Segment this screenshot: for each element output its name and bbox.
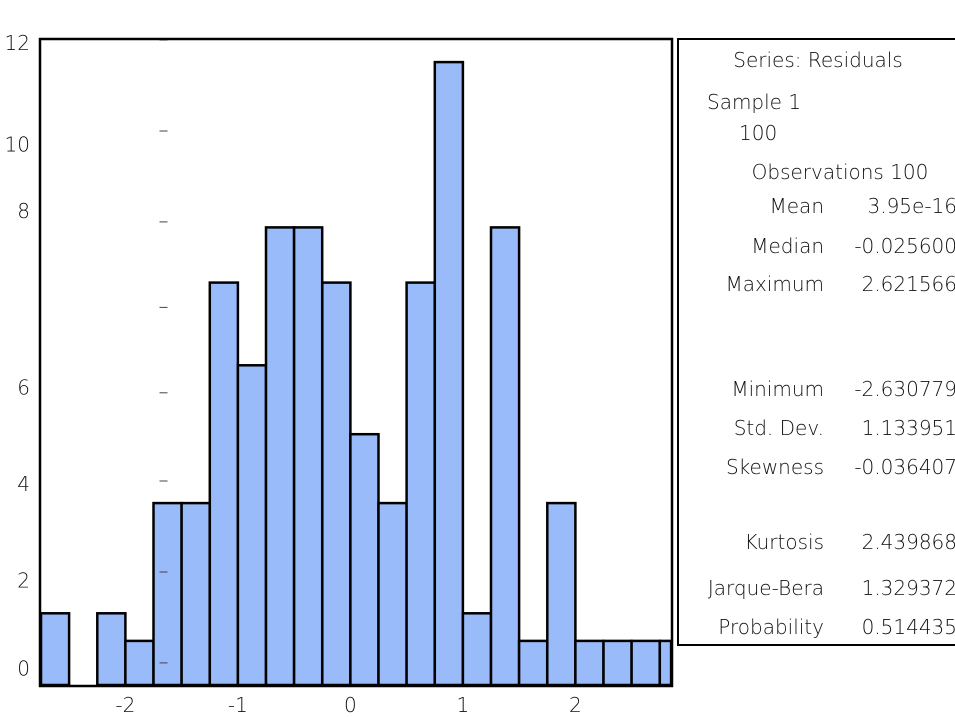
x-tick-label-0: -2 [115,693,135,717]
observations-label: Observations 100 [751,160,929,184]
histogram-bar-18 [546,501,577,687]
stat-label: Std. Dev. [733,416,824,440]
sample-label: Sample 1 [707,90,802,114]
y-tick-label-3: 6 [17,375,30,399]
stat-label: Minimum [731,377,824,401]
stat-label: Probability [718,615,824,639]
stat-row: Std. Dev. 1.133951 [679,416,955,442]
stat-label: Skewness [725,455,824,479]
stat-label: Maximum [725,272,824,296]
stat-value: 3.95e-16 [867,194,955,218]
stat-row: Skewness -0.036407 [679,455,955,481]
stat-row: Jarque-Bera 1.329372 [679,576,955,602]
stat-label: Jarque-Bera [707,576,824,600]
stat-value: -0.025600 [854,234,955,258]
histogram-bar-17 [517,639,549,687]
histogram-bar-7 [236,364,268,687]
histogram-bar-13 [405,281,436,687]
histogram-bar-4 [152,501,183,687]
stat-value: 2.439868 [861,530,955,554]
histogram-bar-15 [461,612,493,687]
histogram-bar-14 [433,60,465,687]
histogram-bar-0 [39,612,71,687]
histogram-bar-5 [180,501,211,687]
x-tick-label-3: 1 [457,693,470,717]
stat-value: -0.036407 [854,455,955,479]
histogram-bar-11 [349,432,380,687]
stat-row: Median -0.025600 [679,234,955,260]
stat-value: 2.621566 [861,272,955,296]
stat-row: Mean 3.95e-16 [679,194,955,220]
stat-row: Probability 0.514435 [679,615,955,641]
histogram-bar-6 [208,281,240,687]
histogram-bar-16 [489,226,521,687]
x-axis-ticks: -2 -1 0 1 2 [115,693,581,717]
x-tick-label-1: -1 [228,693,248,717]
stat-value: 0.514435 [861,615,955,639]
stat-value: 1.329372 [861,576,955,600]
stat-label: Mean [769,194,825,218]
stat-value: 1.133951 [861,416,955,440]
histogram-bar-20 [602,639,633,687]
stat-value: -2.630779 [854,377,955,401]
y-tick-label-6: 12 [5,31,30,55]
histogram-bar-10 [321,281,352,687]
series-label: Series: Residuals [733,48,903,72]
y-tick-label-2: 4 [17,472,30,496]
histogram-bar-3 [124,639,155,687]
histogram-bar-22 [658,639,673,687]
stat-row: Minimum -2.630779 [679,377,955,403]
x-tick-label-2: 0 [344,693,357,717]
histogram-bar-19 [574,639,605,687]
stat-row: Maximum 2.621566 [679,272,955,298]
stat-row: Kurtosis 2.439868 [679,530,955,556]
stat-label: Median [751,234,824,258]
y-tick-label-5: 10 [5,133,30,157]
y-tick-label-0: 0 [17,657,30,681]
y-tick-label-1: 2 [17,568,30,592]
sample-end: 100 [739,121,778,145]
x-tick-label-4: 2 [569,693,582,717]
histogram-bar-21 [630,639,661,687]
histogram-bar-9 [292,226,324,687]
histogram-bar-2 [96,612,127,687]
histogram-bar-8 [264,226,296,687]
plot-frame [38,37,674,688]
histogram-bars [39,60,673,687]
statistics-panel: Series: Residuals Sample 1 100 Observati… [677,38,955,646]
histogram-bar-12 [377,501,408,687]
y-tick-label-4: 8 [17,199,30,223]
y-axis-ticks: 0 2 4 6 8 10 12 [5,31,30,681]
stat-label: Kurtosis [744,530,825,554]
